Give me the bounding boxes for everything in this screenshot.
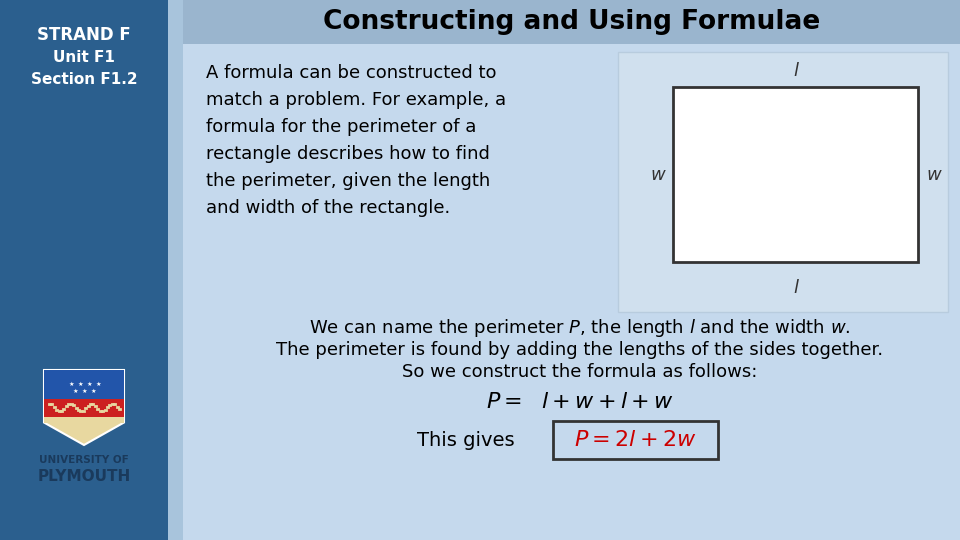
Text: w: w [651,165,665,184]
Text: The perimeter is found by adding the lengths of the sides together.: The perimeter is found by adding the len… [276,341,883,359]
Bar [183,0,960,540]
Text: rectangle describes how to find: rectangle describes how to find [206,145,490,163]
Text: ★: ★ [95,382,101,387]
Bar [44,370,124,399]
Text: UNIVERSITY OF: UNIVERSITY OF [39,455,129,465]
Bar [673,87,918,262]
Text: Unit F1: Unit F1 [53,50,115,64]
Bar [44,399,124,416]
Text: ★: ★ [73,389,79,394]
Text: ★: ★ [86,382,92,387]
Text: We can name the perimeter $P$, the length $l$ and the width $w$.: We can name the perimeter $P$, the lengt… [309,317,851,339]
Text: ★: ★ [90,389,96,394]
Text: Constructing and Using Formulae: Constructing and Using Formulae [323,9,820,35]
Bar [168,0,183,540]
Text: ★: ★ [82,389,87,394]
Bar [618,52,948,312]
Bar [183,0,960,44]
Text: PLYMOUTH: PLYMOUTH [37,469,131,484]
Text: $P =\ \ l + w + l + w$: $P =\ \ l + w + l + w$ [486,392,674,412]
Bar [553,421,717,459]
Text: l: l [793,62,798,80]
Text: the perimeter, given the length: the perimeter, given the length [206,172,491,190]
Bar [0,0,168,540]
Text: match a problem. For example, a: match a problem. For example, a [206,91,506,109]
Text: A formula can be constructed to: A formula can be constructed to [206,64,496,82]
Text: formula for the perimeter of a: formula for the perimeter of a [206,118,476,136]
Text: So we construct the formula as follows:: So we construct the formula as follows: [402,363,757,381]
Text: l: l [793,279,798,297]
Text: Section F1.2: Section F1.2 [31,71,137,86]
Polygon shape [44,370,124,445]
Text: and width of the rectangle.: and width of the rectangle. [206,199,450,217]
Text: w: w [926,165,942,184]
Bar [44,416,124,422]
Text: ★: ★ [68,382,74,387]
Text: ★: ★ [77,382,83,387]
Text: $P = 2l + 2w$: $P = 2l + 2w$ [574,430,696,450]
Text: STRAND F: STRAND F [37,26,131,44]
Text: This gives: This gives [418,430,515,449]
